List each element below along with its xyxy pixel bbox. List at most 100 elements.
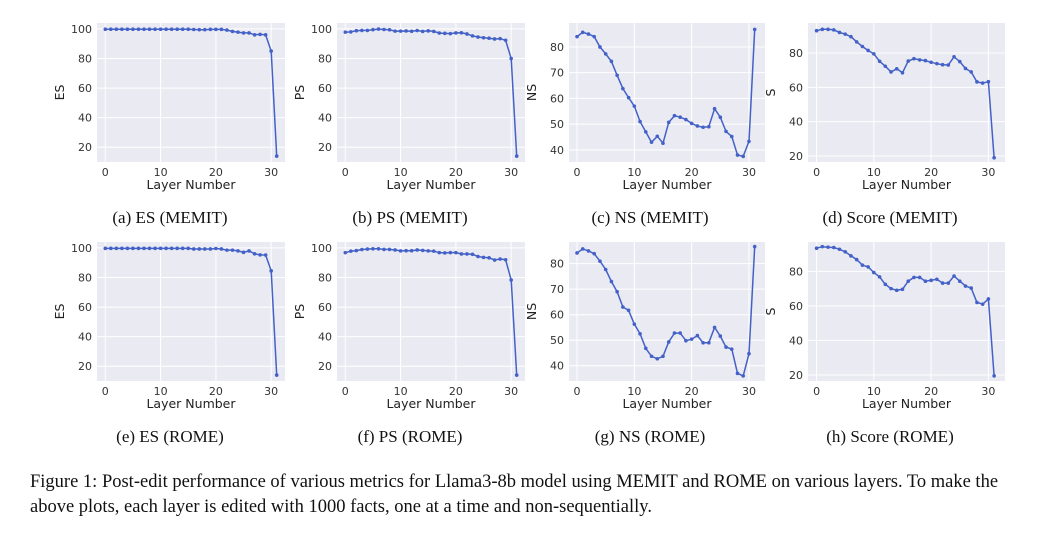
data-point — [343, 250, 348, 255]
data-point — [894, 288, 899, 293]
data-point — [376, 247, 381, 251]
x-tick-label: 20 — [685, 166, 699, 179]
data-point — [219, 27, 224, 32]
data-point — [626, 95, 631, 100]
data-point — [621, 305, 625, 309]
data-point — [889, 70, 893, 74]
data-point — [729, 347, 734, 351]
data-point — [963, 66, 968, 71]
data-point — [191, 27, 196, 32]
data-point — [393, 29, 397, 33]
data-point — [459, 252, 464, 256]
x-tick-label: 10 — [867, 385, 881, 398]
y-tick-label: 60 — [789, 300, 803, 313]
data-point — [387, 28, 392, 32]
data-point — [969, 70, 974, 74]
data-point — [986, 79, 991, 84]
data-point — [514, 373, 519, 377]
data-point — [866, 48, 870, 53]
data-point — [935, 277, 939, 282]
data-point — [638, 332, 642, 336]
subplot-0: 0 10 20 30 20 40 60 80 100 Layer Number ES — [52, 23, 285, 192]
y-tick-label: 100 — [311, 242, 332, 255]
data-point — [592, 251, 597, 256]
plot-area — [808, 242, 1005, 381]
y-tick-label: 40 — [78, 331, 92, 344]
data-point — [729, 134, 734, 139]
data-point — [180, 27, 185, 32]
data-point — [724, 345, 728, 349]
data-point — [900, 287, 905, 292]
data-point — [230, 248, 235, 252]
data-point — [186, 27, 191, 32]
data-point — [492, 37, 497, 41]
data-point — [831, 28, 836, 32]
data-point — [626, 308, 631, 313]
x-axis-label: Layer Number — [386, 177, 476, 192]
data-point — [580, 247, 585, 251]
y-axis-label: ES — [52, 304, 67, 320]
data-point — [678, 115, 682, 120]
x-tick-label: 30 — [742, 166, 756, 179]
y-tick-label: 40 — [789, 116, 803, 129]
data-point — [912, 275, 916, 280]
data-point — [963, 284, 968, 288]
y-tick-label: 50 — [550, 118, 564, 131]
data-point — [404, 248, 408, 253]
data-point — [208, 247, 213, 251]
y-tick-label: 60 — [318, 82, 332, 95]
data-point — [946, 281, 951, 285]
data-point — [598, 259, 602, 263]
data-point — [443, 31, 447, 36]
data-point — [382, 247, 386, 252]
y-tick-label: 80 — [318, 52, 332, 65]
x-axis-label: Layer Number — [146, 177, 236, 192]
data-point — [247, 31, 251, 35]
plot-area — [97, 23, 285, 162]
data-point — [225, 248, 229, 252]
y-tick-label: 20 — [78, 141, 92, 154]
data-point — [459, 30, 464, 35]
data-point — [820, 27, 825, 32]
data-point — [701, 125, 705, 130]
x-tick-label: 0 — [574, 385, 581, 398]
data-point — [103, 246, 108, 251]
data-point — [241, 250, 246, 255]
x-tick-label: 30 — [981, 166, 995, 179]
caption-f: (f) PS (ROME) — [357, 427, 463, 446]
y-tick-label: 40 — [318, 112, 332, 125]
y-tick-label: 80 — [78, 271, 92, 284]
y-tick-label: 100 — [71, 23, 92, 36]
data-point — [814, 28, 819, 33]
data-point — [621, 86, 625, 91]
data-point — [269, 49, 273, 53]
data-point — [860, 263, 865, 267]
data-point — [230, 29, 235, 34]
y-tick-label: 70 — [550, 67, 564, 80]
data-point — [826, 245, 830, 249]
data-point — [900, 70, 905, 75]
data-point — [186, 246, 191, 251]
data-point — [912, 56, 916, 61]
data-point — [952, 274, 956, 278]
y-tick-label: 20 — [789, 150, 803, 163]
y-tick-label: 80 — [789, 265, 803, 278]
data-point — [980, 302, 985, 306]
data-point — [689, 121, 694, 126]
data-point — [849, 254, 853, 258]
data-point — [701, 340, 705, 345]
data-point — [114, 27, 119, 32]
data-point — [877, 275, 882, 279]
data-point — [598, 45, 602, 49]
data-point — [481, 35, 486, 40]
x-tick-label: 10 — [154, 166, 168, 179]
y-tick-label: 50 — [550, 334, 564, 347]
data-point — [465, 32, 469, 36]
data-point — [398, 29, 403, 33]
data-point — [741, 374, 746, 378]
data-point — [454, 250, 458, 255]
x-tick-label: 10 — [154, 385, 168, 398]
data-point — [603, 52, 608, 56]
data-point — [263, 33, 268, 37]
